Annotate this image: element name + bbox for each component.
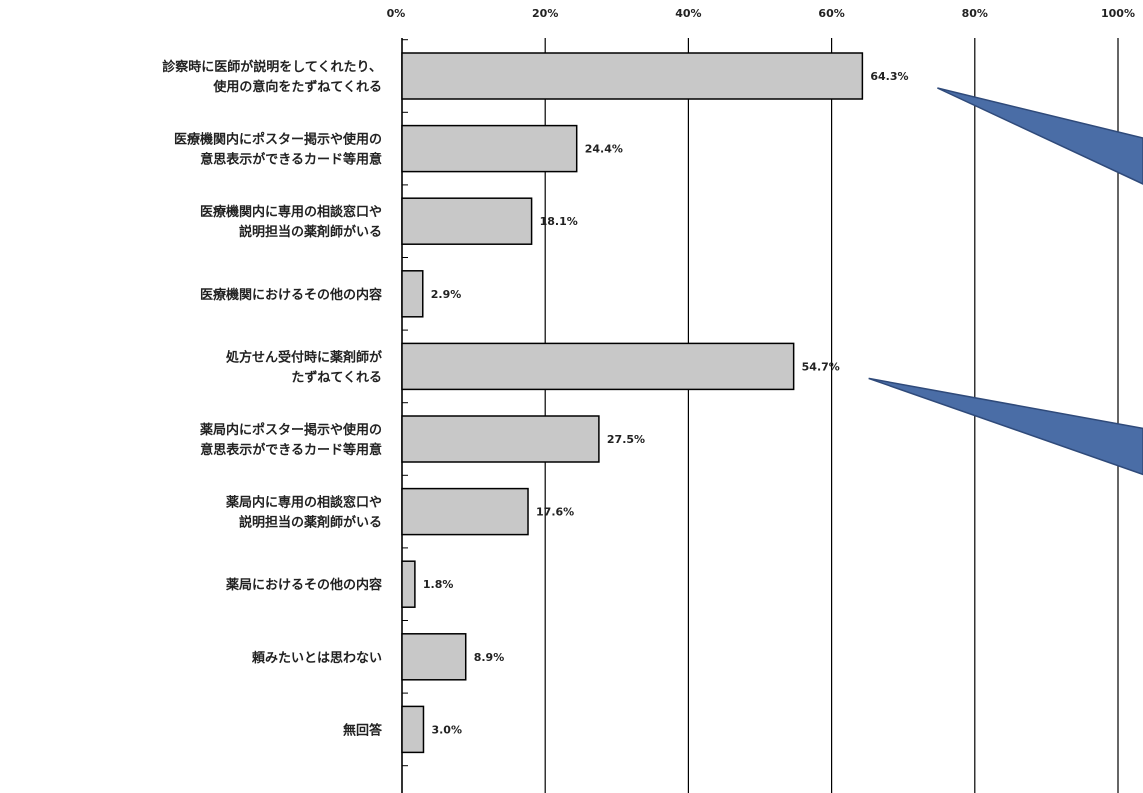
x-tick-label: 20% — [532, 7, 558, 20]
data-label: 8.9% — [474, 651, 505, 664]
category-label: 薬局におけるその他の内容 — [225, 577, 382, 593]
data-label: 24.4% — [585, 143, 623, 156]
bar — [401, 415, 600, 463]
bar — [401, 52, 864, 100]
category-label: 処方せん受付時に薬剤師が — [225, 349, 382, 365]
category-label: 薬局内に専用の相談窓口や — [225, 495, 382, 511]
category-label: たずねてくれる — [291, 369, 382, 385]
data-label: 1.8% — [423, 578, 454, 591]
x-tick-label: 40% — [675, 7, 701, 20]
category-label: 医療機関におけるその他の内容 — [200, 287, 382, 303]
category-labels: 診察時に医師が説明をしてくれたり、使用の意向をたずねてくれる医療機関内にポスター… — [162, 59, 383, 738]
category-label: 意思表示ができるカード等用意 — [200, 442, 382, 458]
category-label: 無回答 — [343, 722, 383, 738]
category-label: 医療機関内に専用の相談窓口や — [200, 204, 382, 220]
data-label: 2.9% — [431, 288, 462, 301]
x-tick-label: 60% — [818, 7, 844, 20]
callout-arrow — [868, 377, 1143, 476]
data-label: 27.5% — [607, 433, 645, 446]
bar — [401, 487, 529, 536]
x-tick-label: 0% — [387, 7, 406, 20]
category-label: 使用の意向をたずねてくれる — [212, 79, 382, 95]
bars — [401, 52, 864, 754]
category-label: 説明担当の薬剤師がいる — [239, 224, 382, 240]
bar — [401, 633, 467, 681]
data-label: 18.1% — [540, 215, 578, 228]
callout-arrow — [937, 87, 1143, 185]
bar — [401, 197, 533, 245]
data-label: 54.7% — [802, 360, 840, 373]
bar — [401, 124, 578, 173]
bar — [401, 705, 425, 754]
category-label: 頼みたいとは思わない — [251, 650, 382, 666]
value-labels: 64.3% 24.4% 18.1% 2.9% 54.7% 27.5% 17.6% 1.8% 8.… — [423, 70, 909, 736]
x-tick-label: 100% — [1101, 7, 1135, 20]
data-label: 17.6% — [536, 506, 574, 519]
x-axis-ticks: 0% 20% 40% 60% 80% 100% — [387, 7, 1135, 20]
data-label: 3.0% — [431, 723, 462, 736]
callout-arrows — [868, 87, 1143, 476]
category-label: 薬局内にポスター掲示や使用の — [199, 422, 382, 438]
category-label: 意思表示ができるカード等用意 — [200, 152, 382, 168]
x-tick-label: 80% — [962, 7, 988, 20]
bar — [401, 560, 416, 608]
category-label: 説明担当の薬剤師がいる — [239, 515, 382, 531]
category-label: 医療機関内にポスター掲示や使用の — [174, 132, 382, 148]
bar — [401, 270, 424, 318]
bar — [401, 342, 795, 391]
category-label: 診察時に医師が説明をしてくれたり、 — [162, 59, 382, 75]
data-label: 64.3% — [870, 70, 908, 83]
